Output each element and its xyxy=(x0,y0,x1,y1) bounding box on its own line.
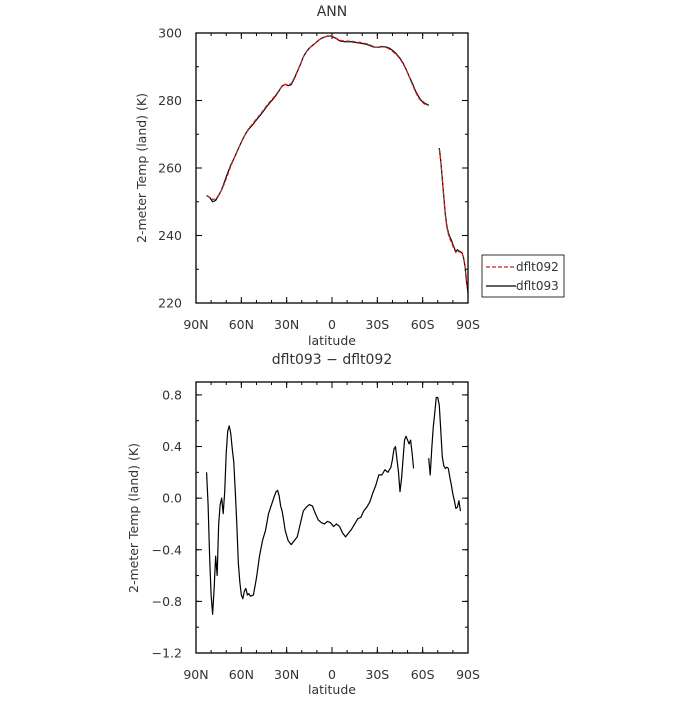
bottom-x-tick-label: 30N xyxy=(274,667,299,682)
top-x-tick-label: 90S xyxy=(456,317,480,332)
top-y-tick-label: 280 xyxy=(158,93,182,108)
bottom-plot: dflt093 − dflt092 90N 60N 30N 0 30S 60S 90S −1.… xyxy=(126,352,480,697)
bottom-x-tick-label: 60S xyxy=(411,667,435,682)
bottom-y-tick-label: −0.8 xyxy=(152,594,182,609)
top-x-tick-label: 30N xyxy=(274,317,299,332)
top-plot: ANN 90N 60N 30N 0 30S 60S 90S 220 240 260 280 300 2… xyxy=(134,4,565,348)
top-x-axis-label: latitude xyxy=(308,333,356,348)
bottom-y-tick-label: −0.4 xyxy=(152,542,182,557)
bottom-y-tick-label: 0.8 xyxy=(162,387,182,402)
bottom-series-line-difference-seg1 xyxy=(428,396,462,512)
bottom-x-tick-label: 90N xyxy=(183,667,208,682)
bottom-x-tick-label: 90S xyxy=(456,667,480,682)
top-series-lines xyxy=(206,35,469,294)
bottom-series-line-difference-seg0 xyxy=(205,425,415,615)
top-x-tick-label: 90N xyxy=(183,317,208,332)
bottom-plot-title: dflt093 − dflt092 xyxy=(272,352,392,368)
bottom-x-axis-label: latitude xyxy=(308,682,356,697)
bottom-x-tick-label: 60N xyxy=(229,667,254,682)
top-plot-title: ANN xyxy=(317,4,348,20)
top-legend: dflt092 dflt093 xyxy=(481,254,565,298)
top-y-tick-label: 240 xyxy=(158,228,182,243)
bottom-y-tick-label: 0.0 xyxy=(162,491,182,506)
bottom-series-lines xyxy=(205,396,462,615)
top-series-line-dflt092-seg1 xyxy=(438,149,469,293)
bottom-y-tick-label: 0.4 xyxy=(162,439,182,454)
bottom-plot-frame xyxy=(195,381,469,654)
top-y-tick-label: 260 xyxy=(158,161,182,176)
top-x-tick-label: 60S xyxy=(411,317,435,332)
top-series-line-dflt092-seg0 xyxy=(206,35,429,200)
top-x-tick-label: 0 xyxy=(328,317,336,332)
legend-label-dflt092: dflt092 xyxy=(516,260,559,274)
top-y-tick-label: 300 xyxy=(158,26,182,41)
bottom-x-tick-label: 30S xyxy=(365,667,389,682)
legend-box xyxy=(481,254,565,298)
top-y-tick-label: 220 xyxy=(158,296,182,311)
top-plot-frame xyxy=(195,32,469,304)
legend-label-dflt093: dflt093 xyxy=(516,279,559,293)
bottom-x-tick-label: 0 xyxy=(328,667,336,682)
bottom-y-axis-label: 2-meter Temp (land) (K) xyxy=(126,443,141,593)
bottom-y-tick-label: −1.2 xyxy=(152,646,182,661)
top-x-tick-label: 30S xyxy=(365,317,389,332)
top-y-axis-label: 2-meter Temp (land) (K) xyxy=(134,93,149,243)
top-x-tick-label: 60N xyxy=(229,317,254,332)
